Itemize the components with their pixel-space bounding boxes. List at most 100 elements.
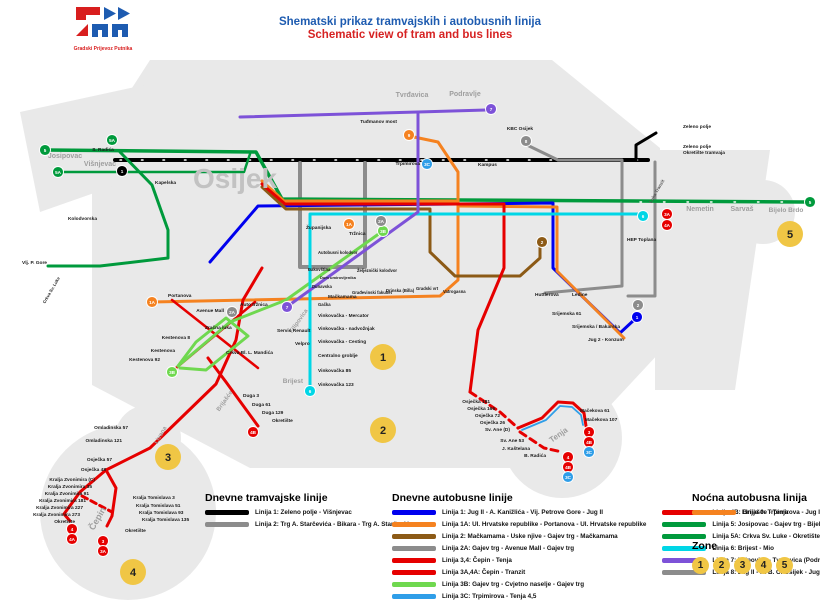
route-bus-3-4-cepin — [104, 266, 264, 472]
map-label: Bijelo Brdo — [769, 207, 804, 214]
map-label: Osječka 72 — [475, 413, 500, 419]
map-label: Kralja Tomislava 93 — [139, 510, 184, 516]
line-terminal-badge — [536, 236, 548, 248]
map-label: KBC Osijek — [507, 126, 533, 132]
map-label: Zračna luka — [205, 325, 232, 331]
legend-zones-title: Zone — [692, 540, 718, 552]
map-label: Servis Renault — [277, 328, 311, 334]
map-label: Srijemska / Bakarska — [572, 324, 620, 330]
map-label: Omladinska 57 — [94, 425, 128, 431]
map-area — [502, 378, 622, 498]
map-label: Kestenova 92 — [129, 357, 160, 363]
legend-item-label: Linija 3,4: Čepin - Tenja — [442, 557, 512, 564]
route-bus-3b-loop — [176, 316, 250, 372]
map-label: Vinkovačka - Mercator — [318, 313, 369, 319]
gpp-logo-mark — [76, 7, 130, 37]
route-bus-3-4-trunk — [260, 182, 506, 394]
line-terminal-badge — [631, 311, 643, 323]
legend-item: Linija 3C: Trpimirova - Tenja 4,5 — [392, 593, 646, 600]
line-terminal-badge — [52, 166, 64, 178]
line-terminal-badge-label: 7 — [490, 107, 493, 112]
legend-item: Linija 3B: Gajev trg - Cvjetno naselje -… — [392, 581, 646, 588]
line-color-swatch — [662, 546, 707, 551]
legend-tram-rows: Linija 1: Zeleno polje - Višnjevac Linija… — [205, 509, 413, 528]
map-label: Drinska (Billa) — [386, 288, 415, 293]
line-terminal-badge — [661, 219, 673, 231]
line-color-swatch — [392, 570, 436, 575]
zone-badge-label: 5 — [787, 229, 793, 241]
line-terminal-badge — [804, 196, 816, 208]
route-bus-1a — [150, 135, 460, 304]
zone-badge-label: 2 — [380, 425, 386, 437]
line-terminal-badge-label: 4B — [250, 430, 257, 435]
legend-tram-title: Dnevne tramvajske linije — [205, 492, 328, 504]
zone-badge-label: 4 — [130, 567, 137, 579]
line-terminal-badge-label: 2 — [637, 303, 640, 308]
zone-badge-label: 3 — [165, 452, 171, 464]
line-terminal-badge-label: 4 — [71, 527, 74, 532]
map-label: Jug 2 - Konzum — [588, 337, 624, 343]
map-label: Mačekova 107 — [585, 417, 618, 423]
legend-item: Linija 9: Trpimirova - Jug II - Trpimiro… — [692, 509, 820, 516]
map-label: Kestenova 8 — [162, 335, 191, 341]
line-color-swatch — [392, 558, 436, 563]
map-label: Okretište — [272, 418, 293, 424]
line-terminal-badge — [281, 301, 293, 313]
legend-item: Linija 1A: Ul. Hrvatske republike - Port… — [392, 521, 646, 528]
map-label: Kapelska — [155, 180, 176, 186]
line-terminal-badge — [632, 299, 644, 311]
map-label: Nemetin — [686, 206, 714, 213]
zone-badge-legend: 3 — [734, 557, 751, 574]
legend-item-label: Linija 2: Mačkamama - Uske njive - Gajev… — [442, 533, 618, 540]
line-color-swatch — [205, 510, 249, 515]
route-bus-5-branch — [46, 150, 170, 268]
line-color-swatch — [692, 510, 736, 515]
map-label: Sv. Ane (D) — [485, 427, 510, 433]
line-color-swatch — [392, 534, 436, 539]
line-terminal-badge-label: 8 — [525, 139, 528, 144]
legend-tram-lines: Dnevne tramvajske linije Linija 1: Zelen… — [205, 492, 413, 533]
zone-badge — [155, 444, 181, 470]
map-label: Tržnica — [349, 231, 366, 237]
title-croatian: Shematski prikaz tramvajskih i autobusni… — [278, 16, 542, 28]
map-label: Podravlje — [449, 91, 481, 98]
route-bus-3-4-dash-b — [518, 430, 564, 454]
legend-item-label: Linija 6: Brijest - Mio — [712, 545, 774, 552]
legend-item: Linija 1: Zeleno polje - Višnjevac — [205, 509, 413, 516]
map-label: Kralja Tomislava 51 — [136, 503, 181, 509]
map-label: Vinkovačka 85 — [318, 368, 351, 374]
map-label: Autobusni kolodvor — [318, 250, 358, 255]
legend-item-label: Linija 1: Zeleno polje - Višnjevac — [255, 509, 352, 516]
map-label: Brijest — [283, 378, 304, 385]
route-bus-1a-trunk — [260, 179, 460, 203]
map-label: Okretište tramvaja — [683, 150, 725, 156]
legend-item: Linija 5: Josipovac - Gajev trg - Bijelo… — [662, 521, 820, 528]
legend-night-title: Noćna autobusna linija — [692, 492, 807, 504]
map-label: Duga 129 — [262, 410, 284, 416]
gpp-logo: Gradski Prijevoz Putnika — [64, 6, 142, 52]
line-terminal-badge — [562, 471, 574, 483]
route-bus-7 — [286, 108, 488, 308]
line-color-swatch — [392, 510, 436, 515]
zone-badge — [777, 221, 803, 247]
map-label: Centralno groblje — [318, 353, 358, 359]
legend-item-label: Linija 5: Josipovac - Gajev trg - Bijelo… — [712, 521, 820, 528]
line-terminal-badge-label: 2 — [541, 240, 544, 245]
zone-badge-legend: 1 — [692, 557, 709, 574]
line-terminal-badge — [247, 426, 259, 438]
legend-item-label: Linija 1A: Ul. Hrvatske republike - Port… — [442, 521, 647, 528]
line-terminal-badge — [166, 366, 178, 378]
legend-bus-col1: Linija 1: Jug II - A. Kanižlića - Vij. P… — [392, 509, 646, 602]
legend-item: Linija 2: Trg A. Starčevića - Bikara - T… — [205, 521, 413, 528]
map-label: Duga 3 — [243, 393, 259, 399]
map-label: Kestenova — [151, 348, 176, 354]
route-bus-7-tvrdavica — [238, 110, 420, 119]
line-terminal-badge — [583, 446, 595, 458]
line-terminal-badge — [421, 158, 433, 170]
line-terminal-badge-label: 3B — [169, 370, 176, 375]
map-label: Zeleno polje — [683, 124, 711, 130]
map-label: Auto tržnica — [240, 302, 268, 308]
line-color-swatch — [392, 582, 436, 587]
